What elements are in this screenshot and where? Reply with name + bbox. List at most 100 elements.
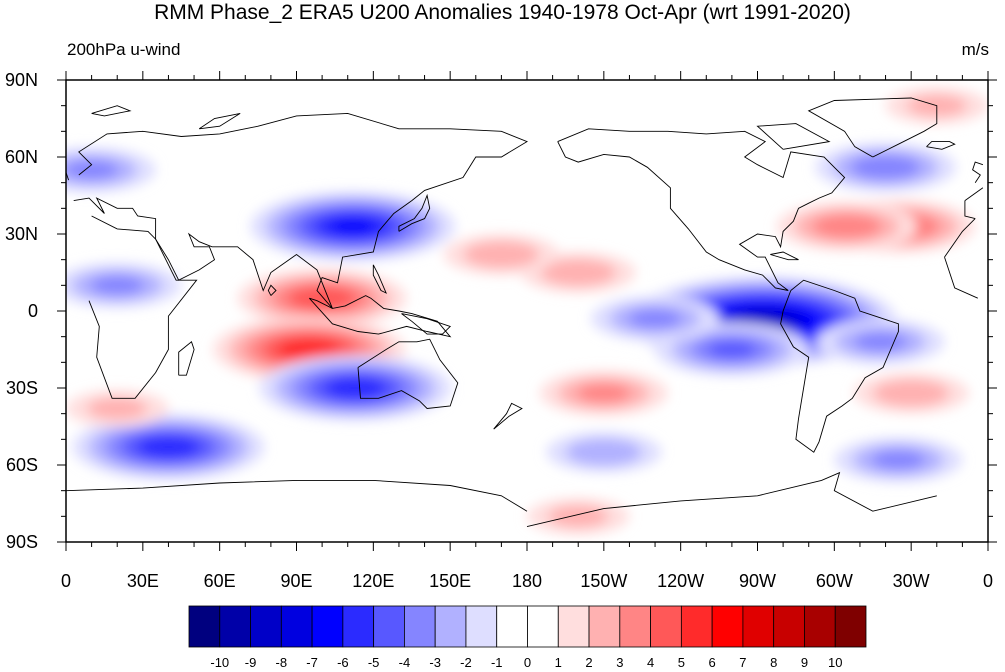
map-plot-area (66, 80, 988, 542)
x-tick-label: 150W (580, 571, 627, 591)
anomaly-contour (628, 309, 682, 329)
colorbar-box (527, 605, 559, 648)
anomaly-feature-21 (66, 390, 169, 428)
anomaly-contour (577, 383, 631, 403)
coastline-antarctica (66, 479, 528, 512)
coastline-japan (398, 193, 431, 232)
colorbar-box (557, 605, 590, 648)
colorbar-label: -9 (245, 655, 257, 670)
coastline-novaya (198, 112, 241, 130)
x-tick-label: 30E (127, 571, 159, 591)
x-tick-label: 0 (983, 571, 993, 591)
coastline-baffin (756, 123, 831, 150)
anomaly-feature-14 (815, 142, 956, 192)
colorbar-label: 9 (801, 655, 808, 670)
anomaly-feature-1 (237, 269, 407, 328)
colorbar-box (434, 605, 467, 648)
coastline-sri-lanka (267, 284, 277, 296)
units-label: m/s (961, 40, 989, 59)
colorbar-box (711, 605, 744, 648)
colorbar-box (742, 605, 775, 648)
y-tick-label: 30N (5, 224, 38, 244)
anomaly-contour (707, 341, 757, 358)
x-tick-label: 120W (657, 571, 704, 591)
coastline-iceland (926, 141, 956, 150)
colorbar-label: 4 (647, 655, 654, 670)
colorbar-label: -8 (276, 655, 288, 670)
y-tick-label: 90S (6, 532, 38, 552)
colorbar-label: -10 (210, 655, 229, 670)
coastline-indonesia (308, 295, 452, 338)
colorbar-box (588, 605, 621, 648)
colorbar-label: -5 (368, 655, 380, 670)
coastline-europe-asia (73, 112, 529, 309)
anomaly-contour (87, 397, 148, 420)
anomaly-feature-19 (546, 431, 662, 473)
x-tick-label: 90W (739, 571, 776, 591)
anomaly-feature-13 (776, 201, 918, 251)
anomaly-fields (66, 87, 988, 535)
x-tick-label: 30W (893, 571, 930, 591)
colorbar-label: -7 (306, 655, 318, 670)
colorbar-box (250, 605, 282, 648)
coastlines (66, 97, 984, 528)
coastline-south-america (780, 279, 899, 453)
anomaly-contour (137, 436, 200, 458)
coastline-greenland (807, 97, 938, 158)
coastline-cuba (770, 251, 799, 261)
x-tick-label: 0 (61, 571, 71, 591)
x-tick-label: 90E (280, 571, 312, 591)
anomaly-contour (540, 259, 616, 286)
anomaly-contour (278, 338, 341, 361)
coastline-north-america (557, 128, 846, 291)
colorbar-label: 0 (524, 655, 531, 670)
anomaly-feature-10 (539, 370, 668, 416)
colorbar-box (804, 605, 836, 648)
colorbar-label: 1 (555, 655, 562, 670)
anomaly-contour (463, 241, 540, 268)
coastline-africa (88, 215, 198, 399)
anomaly-contour (851, 155, 920, 180)
x-tick-label: 180 (512, 571, 542, 591)
colorbar-box (465, 605, 498, 648)
coastline-antarctica (526, 471, 937, 528)
colorbar-label: 2 (585, 655, 592, 670)
colorbar-box (373, 605, 405, 648)
coastline-madagascar (178, 341, 195, 376)
colorbar-label: 7 (739, 655, 746, 670)
anomaly-feature-18 (443, 234, 560, 276)
y-tick-label: 60N (5, 147, 38, 167)
anomaly-contour (854, 332, 907, 352)
colorbar-box (619, 605, 651, 648)
x-tick-label: 150E (429, 571, 471, 591)
anomaly-feature-4 (72, 414, 265, 480)
chart-title: RMM Phase_2 ERA5 U200 Anomalies 1940-197… (154, 1, 851, 24)
y-tick-label: 90N (5, 70, 38, 90)
coastline-newzealand (493, 402, 523, 430)
x-tick-label: 60E (204, 571, 236, 591)
colorbar-label: 10 (828, 655, 842, 670)
coastline-africa (944, 218, 976, 258)
colorbar-label: 5 (678, 655, 685, 670)
colorbar-label: -2 (460, 655, 472, 670)
anomaly-feature-11 (853, 372, 969, 414)
colorbar-box (342, 605, 375, 648)
colorbar: -10 -9 -8 -7 -6 -5 -4 -3 -2 -1 0 1 2 3 4 5 6 7 8 9 10 (188, 605, 867, 670)
anomaly-contour (548, 505, 609, 528)
anomaly-feature-7 (591, 296, 720, 342)
colorbar-box (188, 605, 221, 648)
anomaly-feature-15 (66, 147, 156, 193)
coastline-europe-asia (964, 200, 976, 220)
y-tick-label: 30S (6, 378, 38, 398)
coastline-europe-asia (964, 187, 984, 201)
colorbar-box (404, 605, 436, 648)
anomaly-contour (871, 450, 925, 470)
colorbar-box (311, 605, 344, 648)
colorbar-box (280, 605, 313, 648)
anomaly-contour (566, 438, 642, 466)
anomaly-contour (324, 377, 387, 399)
y-tick-label: 0 (28, 301, 38, 321)
anomaly-contour (288, 286, 356, 310)
